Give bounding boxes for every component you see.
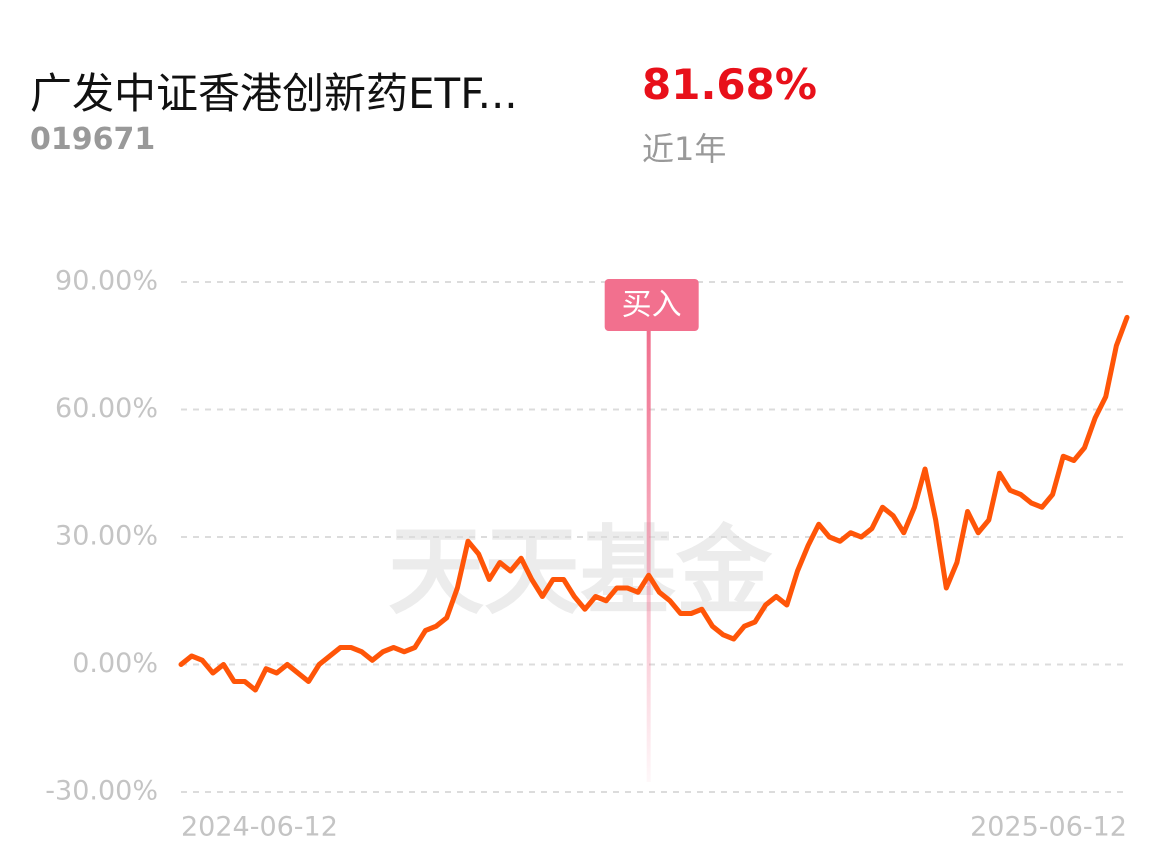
fund-name: 广发中证香港创新药ETF...	[30, 69, 518, 118]
x-tick-label: 2025-06-12	[970, 812, 1127, 843]
y-tick-label: 90.00%	[55, 266, 158, 297]
watermark: 天天基金	[388, 515, 773, 627]
y-tick-label: -30.00%	[45, 776, 158, 807]
y-tick-label: 60.00%	[55, 393, 158, 424]
y-tick-label: 30.00%	[55, 521, 158, 552]
period: 近1年	[642, 130, 727, 168]
x-tick-label: 2024-06-12	[181, 812, 338, 843]
line	[178, 314, 1130, 693]
return-value: 81.68%	[642, 60, 817, 109]
marker-box	[604, 279, 699, 331]
fund-code: 019671	[30, 122, 156, 157]
marker-line	[646, 320, 651, 782]
y-tick-label: 0.00%	[72, 648, 158, 679]
marker-label: 买入	[622, 288, 682, 323]
